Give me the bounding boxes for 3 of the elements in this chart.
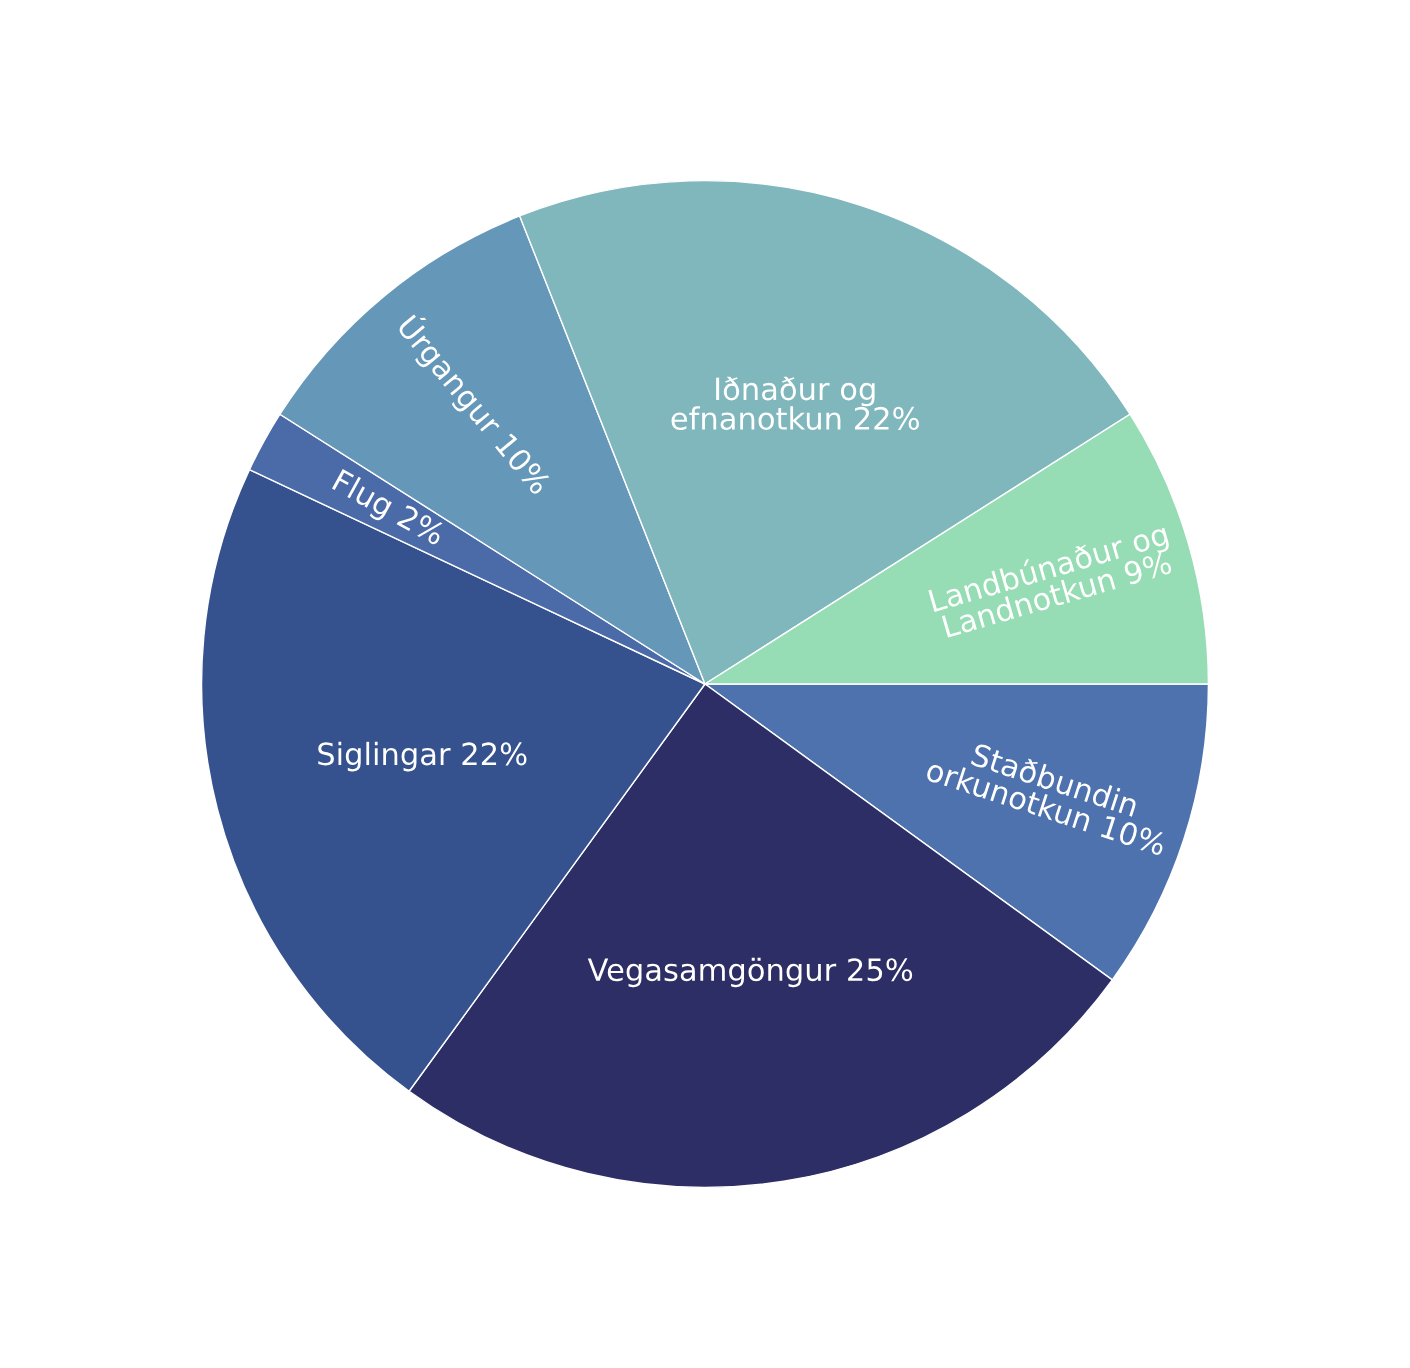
slice-label: Vegasamgöngur 25% — [587, 957, 913, 988]
slice-label: Iðnaður og efnanotkun 22% — [671, 376, 919, 430]
slice-label: Siglingar 22% — [318, 741, 527, 772]
